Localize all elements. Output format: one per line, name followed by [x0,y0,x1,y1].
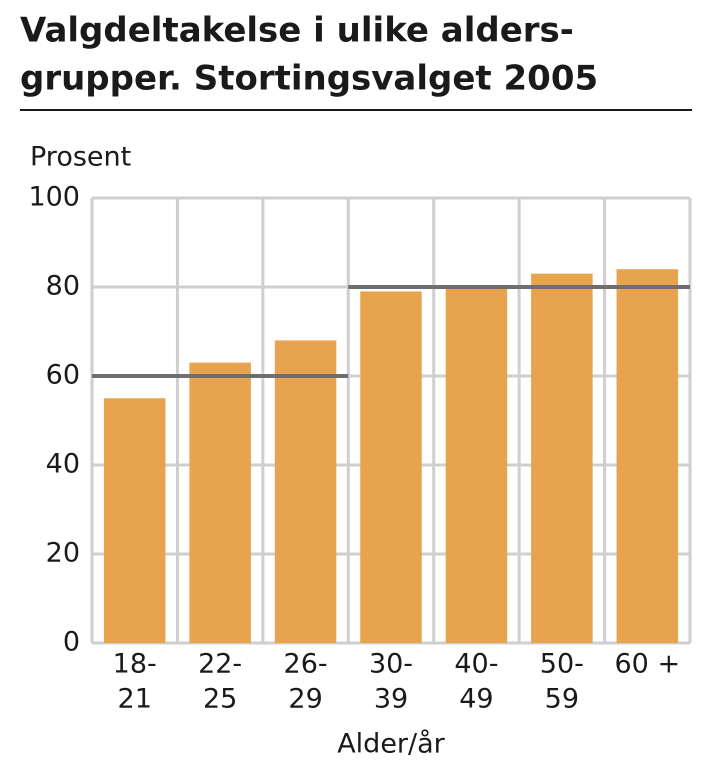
y-tick-label: 60 [46,360,80,391]
bar [445,287,508,643]
x-axis-label: Alder/år [337,729,445,760]
y-axis-label: Prosent [30,142,131,173]
bar [360,291,422,643]
y-tick-label: 20 [46,538,80,569]
x-tick-label: 40- [454,649,498,680]
bar [531,273,593,643]
x-tick-label: 50- [540,649,584,680]
chart-title: grupper. Stortingsvalget 2005 [20,59,598,99]
bar [616,269,679,643]
x-tick-label: 49 [459,684,493,715]
chart-title: Valgdeltakelse i ulike alders- [20,11,574,51]
y-tick-label: 80 [46,271,80,302]
x-tick-label: 60 + [615,649,681,680]
bar [189,362,251,643]
x-tick-label: 25 [203,684,237,715]
x-tick-label: 18- [113,649,157,680]
x-tick-label: 59 [545,684,579,715]
bar [274,340,337,643]
x-tick-label: 22- [198,649,242,680]
x-tick-label: 30- [369,649,413,680]
x-tick-label: 39 [374,684,408,715]
x-tick-label: 21 [118,684,152,715]
x-tick-label: 26- [284,649,328,680]
y-tick-label: 40 [46,449,80,480]
bar [103,398,166,643]
y-tick-label: 0 [63,627,80,658]
x-tick-label: 29 [288,684,322,715]
y-tick-label: 100 [28,182,80,213]
